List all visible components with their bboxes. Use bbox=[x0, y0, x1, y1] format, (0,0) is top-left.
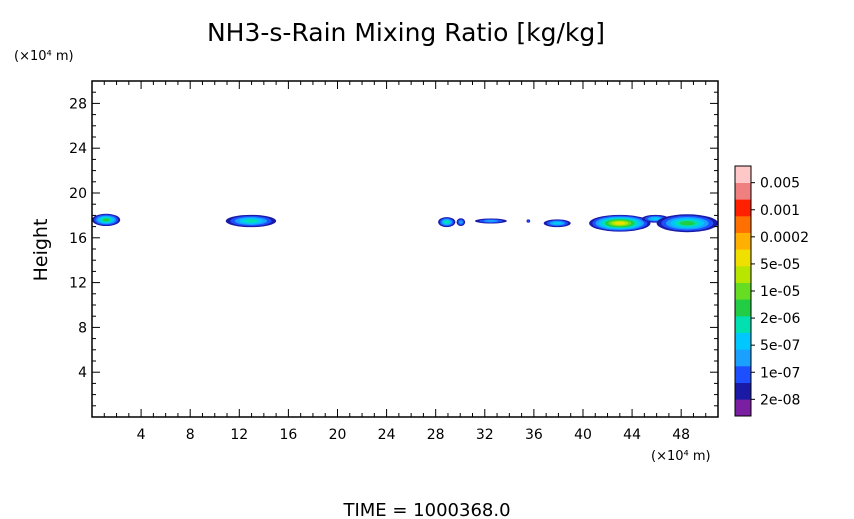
contour-blob bbox=[527, 219, 530, 223]
x-tick-label: 20 bbox=[329, 427, 347, 443]
y-unit-label: (×10⁴ m) bbox=[14, 49, 74, 64]
contour-blob bbox=[458, 220, 463, 224]
contour-blob bbox=[102, 218, 110, 222]
contour-blob bbox=[483, 219, 499, 223]
x-tick-label: 40 bbox=[574, 427, 592, 443]
y-tick-labels: 4 8 12 16 20 24 28 bbox=[69, 96, 87, 381]
colorbar-label: 1e-05 bbox=[760, 284, 800, 300]
x-tick-labels: 4 8 12 16 20 24 28 32 36 40 44 48 bbox=[137, 427, 690, 443]
colorbar-swatch bbox=[735, 249, 751, 267]
colorbar-label: 5e-07 bbox=[760, 338, 800, 354]
y-tick-label: 8 bbox=[78, 320, 87, 336]
y-axis-label: Height bbox=[30, 219, 52, 282]
colorbar-swatch bbox=[735, 349, 751, 367]
y-tick-label: 28 bbox=[69, 96, 87, 112]
colorbar-label: 1e-07 bbox=[760, 365, 800, 381]
contour-field bbox=[92, 213, 718, 233]
colorbar-swatch bbox=[735, 216, 751, 233]
colorbar-label: 0.005 bbox=[760, 176, 800, 192]
colorbar-swatch bbox=[735, 382, 751, 400]
x-tick-label: 36 bbox=[525, 427, 543, 443]
x-tick-label: 4 bbox=[137, 427, 146, 443]
colorbar-swatch bbox=[735, 166, 751, 183]
colorbar-swatch bbox=[735, 266, 751, 283]
contour-blob bbox=[614, 221, 625, 225]
colorbar-label: 0.0002 bbox=[760, 230, 809, 246]
x-tick-label: 24 bbox=[378, 427, 396, 443]
colorbar-swatch bbox=[735, 199, 751, 217]
y-tick-label: 24 bbox=[69, 141, 87, 157]
contour-blob bbox=[552, 221, 562, 225]
colorbar-swatch bbox=[735, 366, 751, 383]
y-tick-label: 12 bbox=[69, 276, 87, 292]
colorbar: 0.005 0.001 0.0002 5e-05 1e-05 2e-06 5e-07 1e-0… bbox=[734, 165, 809, 417]
chart-title: NH3-s-Rain Mixing Ratio [kg/kg] bbox=[207, 18, 605, 47]
colorbar-label: 5e-05 bbox=[760, 257, 800, 273]
colorbar-label: 2e-06 bbox=[760, 311, 800, 327]
y-tick-label: 20 bbox=[69, 186, 87, 202]
x-tick-label: 28 bbox=[427, 427, 445, 443]
colorbar-swatch bbox=[735, 182, 751, 200]
colorbar-swatch bbox=[735, 316, 751, 333]
contour-blob bbox=[679, 221, 695, 226]
x-tick-label: 32 bbox=[476, 427, 494, 443]
colorbar-swatch bbox=[735, 399, 751, 417]
x-tick-label: 44 bbox=[623, 427, 641, 443]
colorbar-swatch bbox=[735, 232, 751, 250]
x-tick-label: 12 bbox=[230, 427, 248, 443]
contour-blob bbox=[243, 219, 259, 223]
axis-ticks bbox=[92, 81, 718, 417]
colorbar-swatch bbox=[735, 332, 751, 350]
plot-frame bbox=[91, 80, 719, 418]
y-tick-label: 16 bbox=[69, 231, 87, 247]
x-unit-label: (×10⁴ m) bbox=[651, 449, 711, 464]
colorbar-label: 0.001 bbox=[760, 203, 800, 219]
colorbar-label: 2e-08 bbox=[760, 392, 800, 408]
contour-blob bbox=[650, 217, 661, 221]
x-tick-label: 48 bbox=[672, 427, 690, 443]
x-tick-label: 8 bbox=[186, 427, 195, 443]
colorbar-swatch bbox=[735, 282, 751, 300]
contour-blob bbox=[444, 220, 450, 224]
x-tick-label: 16 bbox=[279, 427, 297, 443]
time-footer: TIME = 1000368.0 bbox=[342, 500, 510, 519]
y-tick-label: 4 bbox=[78, 365, 87, 381]
colorbar-swatch bbox=[735, 299, 751, 317]
